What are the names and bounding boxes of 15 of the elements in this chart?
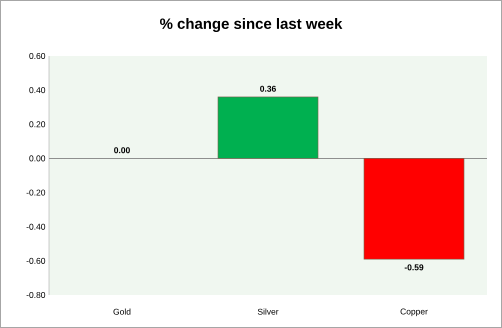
y-tick-label: -0.60 [26, 258, 46, 264]
data-label: 0.00 [114, 147, 130, 154]
y-tick-label: 0.60 [29, 53, 46, 59]
y-tick-label: 0.40 [29, 87, 46, 94]
x-tick-label: Gold [113, 308, 130, 315]
chart-title: % change since last week [160, 18, 342, 32]
x-tick-label: Silver [258, 308, 278, 315]
y-tick-label: 0.20 [29, 121, 46, 128]
y-tick-label: -0.20 [26, 190, 46, 196]
y-tick-label: 0.00 [29, 155, 46, 162]
x-tick-label: Copper [400, 308, 428, 316]
data-label: -0.59 [404, 264, 424, 270]
y-tick-label: -0.80 [26, 292, 46, 298]
y-tick-label: -0.40 [26, 224, 46, 230]
data-label: 0.36 [260, 86, 276, 92]
